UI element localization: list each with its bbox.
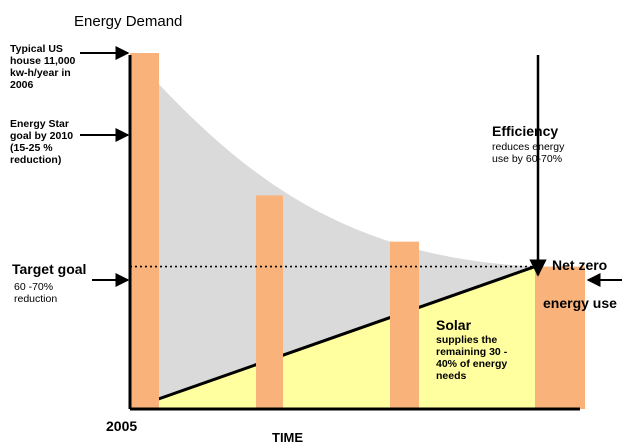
solar-sub-line-2: remaining 30 - — [436, 346, 508, 358]
bar-1 — [130, 53, 159, 409]
solar-sub-line-3: 40% of energy — [436, 358, 507, 370]
typical-line-3: kw-h/year in — [10, 67, 71, 79]
energy-star-annotation: Energy Star goal by 2010 (15-25 % reduct… — [10, 118, 73, 166]
efficiency-sub-line-1: reduces energy — [492, 141, 565, 153]
chart-title: Energy Demand — [74, 13, 182, 30]
solar-sub-line-4: needs — [436, 370, 467, 382]
solar-diagonal-line — [129, 265, 536, 411]
typical-line-1: Typical US — [10, 43, 63, 55]
energy-star-line-4: reduction) — [10, 154, 61, 166]
solar-title: Solar — [436, 317, 472, 333]
energy-star-line-3: (15-25 % — [10, 142, 53, 154]
target-goal-title: Target goal — [12, 261, 86, 277]
typical-line-4: 2006 — [10, 79, 34, 91]
bars-group — [130, 53, 585, 409]
energy-star-line-2: goal by 2010 — [10, 130, 73, 142]
x-axis-label: TIME — [272, 430, 303, 445]
net-zero-label: Net zero — [552, 257, 607, 273]
typical-annotation: Typical US house 11,000 kw-h/year in 200… — [10, 43, 76, 91]
solar-sub-line-1: supplies the — [436, 334, 497, 346]
efficiency-sub-line-2: use by 60-70% — [492, 153, 562, 165]
energy-star-line-1: Energy Star — [10, 118, 69, 130]
target-sub-line-2: reduction — [14, 293, 57, 305]
bar-4 — [535, 266, 585, 409]
x-tick-2005: 2005 — [106, 418, 137, 434]
bar-3 — [390, 241, 419, 409]
efficiency-title: Efficiency — [492, 123, 558, 139]
bar-2 — [256, 195, 283, 409]
target-sub-line-1: 60 -70% — [14, 281, 53, 293]
typical-line-2: house 11,000 — [10, 55, 76, 67]
energy-use-label: energy use — [543, 295, 617, 311]
